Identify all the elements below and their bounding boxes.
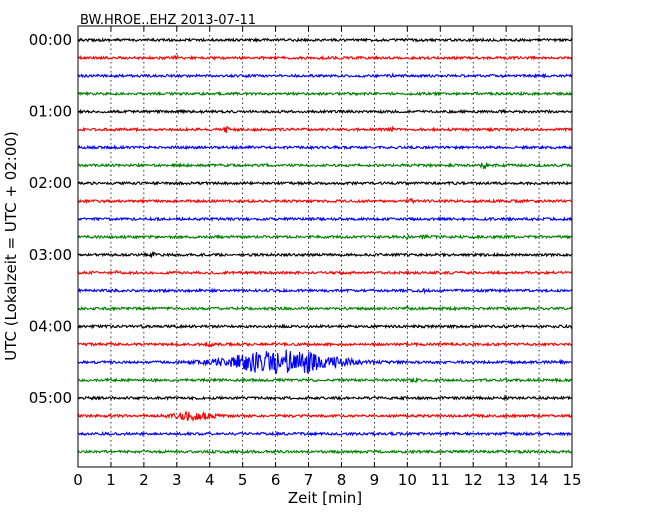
x-tick-label: 12 [464, 471, 483, 489]
seismic-trace [77, 287, 573, 295]
x-tick-label: 6 [271, 471, 281, 489]
seismic-trace [77, 180, 573, 187]
x-tick-label: 13 [497, 471, 516, 489]
seismic-trace [77, 409, 573, 422]
x-tick-label: 9 [370, 471, 380, 489]
plot-area [78, 26, 572, 467]
y-tick-label: 03:00 [29, 246, 72, 264]
seismic-trace [77, 108, 573, 115]
x-tick-label: 14 [530, 471, 549, 489]
trace-group [77, 37, 573, 455]
seismic-trace [77, 125, 573, 134]
x-tick-label: 15 [562, 471, 581, 489]
x-tick-label: 4 [205, 471, 215, 489]
seismic-trace [77, 323, 573, 330]
seismic-trace [77, 349, 573, 375]
x-tick-label: 3 [172, 471, 182, 489]
x-tick-label: 10 [398, 471, 417, 489]
seismic-trace [77, 250, 573, 259]
seismic-trace [77, 161, 573, 170]
y-tick-label: 00:00 [29, 31, 72, 49]
seismic-trace [77, 394, 573, 402]
x-tick-label: 5 [238, 471, 248, 489]
seismic-trace [77, 340, 573, 348]
seismic-trace [77, 269, 573, 276]
seismic-trace [77, 233, 573, 241]
x-tick-label: 2 [139, 471, 149, 489]
x-axis-label: Zeit [min] [288, 489, 362, 507]
seismic-trace [77, 72, 573, 79]
seismic-trace [77, 90, 573, 97]
seismic-trace [77, 37, 573, 43]
y-axis-ticks: 00:00 01:00 02:00 03:00 04:00 05:00 [29, 31, 83, 407]
x-tick-label: 11 [431, 471, 450, 489]
y-axis-label: UTC (Lokalzeit = UTC + 02:00) [2, 131, 20, 361]
plot-frame [77, 25, 573, 468]
y-tick-label: 04:00 [29, 317, 72, 335]
seismic-trace [77, 54, 573, 61]
seismic-trace [77, 197, 573, 205]
y-tick-label: 05:00 [29, 389, 72, 407]
x-tick-label: 1 [106, 471, 116, 489]
x-tick-label: 0 [73, 471, 83, 489]
y-tick-label: 01:00 [29, 103, 72, 121]
seismic-trace [77, 144, 573, 151]
x-tick-label: 7 [304, 471, 314, 489]
seismic-trace [77, 430, 573, 437]
vertical-grid [110, 26, 540, 467]
x-tick-label: 8 [337, 471, 347, 489]
seismic-trace [77, 304, 573, 312]
seismic-trace [77, 216, 573, 223]
seismic-trace [77, 376, 573, 384]
y-tick-label: 02:00 [29, 174, 72, 192]
chart-title: BW.HROE..EHZ 2013-07-11 [80, 13, 256, 28]
x-axis-ticks: 0 1 2 3 4 5 6 7 8 9 10 11 12 13 14 15 [73, 26, 582, 489]
seismic-trace [77, 448, 573, 455]
